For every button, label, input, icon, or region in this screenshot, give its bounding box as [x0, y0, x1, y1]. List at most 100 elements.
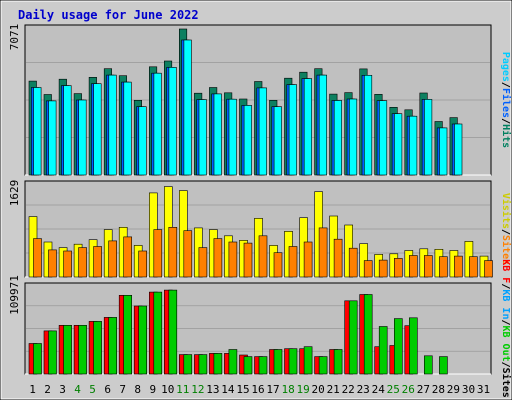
- kbytes-kb-out-bar-17: [273, 349, 283, 375]
- kbytes-kb-out-bar-28: [439, 356, 448, 375]
- kbytes-kb-out-bar-15: [243, 356, 253, 375]
- visits-sites-bar-16: [258, 235, 268, 278]
- x-tick-label-2: 2: [44, 383, 51, 396]
- visits-sites-bar-14: [228, 241, 238, 278]
- visits-sites-bar-12: [198, 247, 208, 278]
- x-tick-label-20: 20: [311, 383, 324, 396]
- x-tick-label-14: 14: [221, 383, 235, 396]
- visits-sites-bar-31: [484, 260, 493, 278]
- hits-pages-bar-18: [288, 84, 297, 176]
- x-tick-label-17: 17: [266, 383, 279, 396]
- visits-sites-bar-10: [168, 227, 178, 278]
- visits-sites-bar-13: [213, 238, 223, 278]
- x-tick-label-22: 22: [342, 383, 355, 396]
- x-tick-label-19: 19: [296, 383, 309, 396]
- hits-pages-bar-10: [168, 67, 177, 176]
- hits-pages-bar-5: [93, 83, 102, 176]
- kbytes-legend-item-4: KB Out: [500, 326, 511, 362]
- kbytes-kb-out-bar-7: [123, 294, 132, 375]
- x-tick-label-1: 1: [29, 383, 36, 396]
- hits-pages-bar-8: [138, 106, 147, 176]
- x-tick-label-7: 7: [119, 383, 126, 396]
- x-tick-label-15: 15: [236, 383, 249, 396]
- kbytes-legend-item-2: KB In: [500, 289, 511, 319]
- x-tick-label-16: 16: [251, 383, 264, 396]
- visits-sites-bar-15: [243, 242, 253, 278]
- visits-sites-bar-28: [439, 256, 448, 278]
- visits-sites-bar-4: [78, 247, 87, 278]
- x-tick-label-21: 21: [327, 383, 340, 396]
- kbytes-kb-out-bar-14: [228, 349, 238, 375]
- x-tick-label-18: 18: [281, 383, 294, 396]
- hits-pages-bar-23: [363, 75, 373, 176]
- visits-sites-bar-9: [153, 229, 163, 278]
- kbytes-kb-out-bar-2: [48, 330, 57, 375]
- x-tick-label-8: 8: [134, 383, 141, 396]
- x-axis: 1 2 3 4 5 6 7 8 9 10 11 12 13 14 15 16 17 18 19 20 21 22 23 24 2…: [29, 383, 490, 396]
- visits-sites-bar-29: [454, 255, 463, 278]
- visits-legend-item-2: Sites: [500, 235, 512, 265]
- x-tick-label-28: 28: [432, 383, 445, 396]
- kbytes-kb-out-bar-23: [363, 294, 373, 375]
- kbytes-legend-item-0: KB F: [500, 259, 511, 283]
- kbytes-kb-out-bar-18: [288, 348, 298, 375]
- hits-pages-bar-21: [333, 100, 343, 176]
- visits-legend-item-1: /: [500, 229, 511, 235]
- hits-pages-bar-14: [228, 98, 237, 176]
- x-tick-label-23: 23: [357, 383, 370, 396]
- hits-legend: Pages/Files/Hits: [500, 52, 512, 148]
- hits-pages-bar-4: [78, 99, 87, 176]
- x-tick-label-6: 6: [104, 383, 111, 396]
- kbytes-kb-out-bar-1: [33, 343, 42, 375]
- visits-sites-bar-17: [273, 252, 283, 278]
- x-tick-label-9: 9: [149, 383, 156, 396]
- x-tick-label-24: 24: [372, 383, 386, 396]
- hits-legend-item-0: Pages: [500, 52, 511, 82]
- hits-pages-bar-20: [318, 74, 328, 176]
- visits-sites-bar-20: [318, 227, 328, 278]
- x-tick-label-25: 25: [387, 383, 400, 396]
- visits-sites-bar-2: [48, 249, 57, 278]
- hits-pages-bar-7: [123, 81, 132, 176]
- x-tick-label-13: 13: [206, 383, 219, 396]
- hits-pages-bar-28: [439, 127, 448, 176]
- visits-sites-bar-11: [183, 230, 193, 278]
- visits-legend-item-0: Visits: [500, 193, 512, 229]
- kbytes-kb-out-bar-26: [408, 317, 418, 375]
- hits-legend-item-2: Files: [500, 88, 512, 118]
- kbytes-kb-out-bar-5: [93, 321, 102, 375]
- hits-legend-item-4: Hits: [500, 124, 512, 148]
- hits-pages-bar-11: [183, 39, 192, 176]
- hits-pages-bar-9: [153, 72, 162, 176]
- hits-pages-bar-15: [243, 105, 252, 176]
- hits-pages-bar-13: [213, 93, 222, 176]
- x-tick-label-12: 12: [191, 383, 204, 396]
- hits-pages-bar-26: [409, 115, 418, 176]
- visits-sites-bar-1: [33, 238, 42, 278]
- kbytes-kb-out-bar-25: [393, 318, 403, 375]
- kbytes-kb-out-bar-3: [63, 324, 72, 375]
- visits-sites-bar-21: [333, 238, 343, 278]
- kbytes-kb-out-bar-8: [138, 305, 147, 375]
- visits-sites-bar-22: [348, 247, 358, 278]
- kbytes-legend: KB F/KB In/KB Out/Sites: [500, 259, 512, 398]
- x-tick-label-10: 10: [161, 383, 174, 396]
- kbytes-kb-out-bar-10: [168, 289, 178, 375]
- hits-pages-bar-24: [378, 100, 388, 176]
- hits-pages-bar-25: [394, 113, 403, 176]
- x-tick-label-27: 27: [417, 383, 430, 396]
- visits-sites-bar-8: [138, 250, 147, 278]
- chart-title: Daily usage for June 2022: [18, 8, 199, 22]
- visits-sites-bar-18: [288, 246, 298, 278]
- visits-max-label: 1629: [8, 180, 21, 207]
- kbytes-kb-out-bar-21: [333, 349, 343, 375]
- kbytes-kb-out-bar-16: [258, 356, 268, 375]
- hits-pages-bar-1: [33, 87, 42, 176]
- kbytes-kb-out-bar-27: [423, 355, 433, 375]
- hits-pages-bar-3: [63, 85, 72, 176]
- kbytes-kb-out-bar-24: [378, 326, 388, 375]
- kbytes-kb-out-bar-9: [153, 291, 163, 375]
- kbytes-kb-out-bar-13: [213, 353, 223, 375]
- hits-pages-bar-16: [258, 87, 267, 176]
